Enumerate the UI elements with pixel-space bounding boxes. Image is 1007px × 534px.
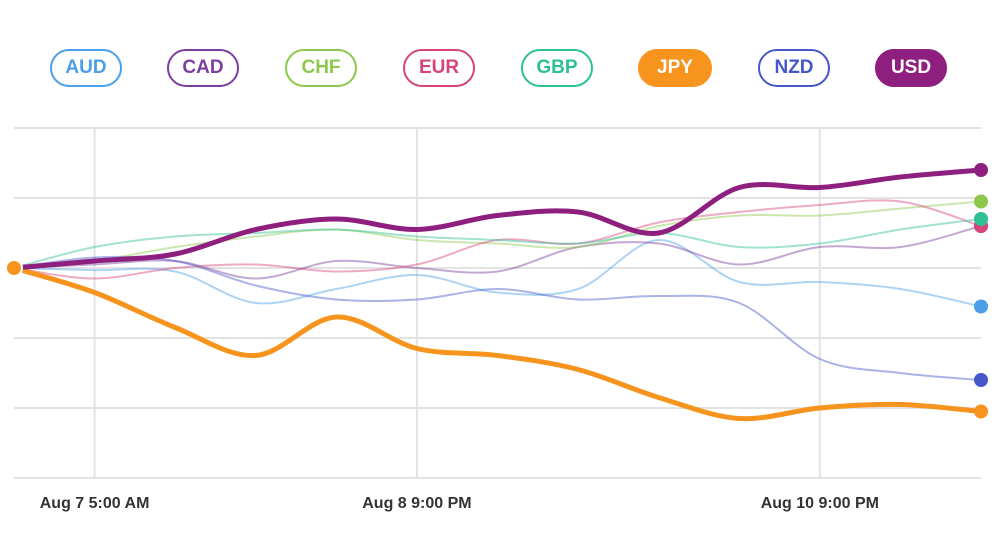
x-tick-label: Aug 8 9:00 PM (362, 495, 471, 512)
legend-jpy-button[interactable]: JPY (638, 49, 712, 87)
series-end-marker-chf (974, 194, 988, 209)
legend: AUD CAD CHF EUR GBP JPY NZD USD (0, 0, 1007, 110)
legend-aud-button[interactable]: AUD (50, 49, 122, 87)
x-tick-label: Aug 7 5:00 AM (40, 495, 150, 512)
series-end-points (5, 163, 988, 419)
series-line-nzd (13, 255, 982, 381)
legend-nzd-button[interactable]: NZD (758, 49, 830, 87)
legend-gbp-button[interactable]: GBP (521, 49, 593, 87)
series-end-marker-aud (974, 299, 988, 314)
x-tick-label: Aug 10 9:00 PM (761, 495, 879, 512)
series-lines (11, 167, 984, 422)
series-end-marker-usd (974, 163, 988, 177)
series-line-usd (11, 167, 984, 271)
series-line-cad (13, 225, 982, 280)
legend-chf-button[interactable]: CHF (285, 49, 357, 87)
series-start-marker (5, 259, 23, 277)
series-line-gbp (13, 218, 982, 269)
legend-usd-button[interactable]: USD (875, 49, 947, 87)
legend-eur-button[interactable]: EUR (403, 49, 475, 87)
series-line-aud (13, 238, 982, 308)
grid (14, 127, 981, 479)
legend-cad-button[interactable]: CAD (167, 49, 239, 87)
series-end-marker-gbp (974, 212, 988, 226)
series-end-marker-jpy (974, 404, 988, 419)
series-line-chf (13, 200, 982, 269)
series-line-jpy (11, 265, 984, 422)
x-axis-ticks: Aug 7 5:00 AM Aug 8 9:00 PM Aug 10 9:00 PM (40, 495, 879, 512)
series-end-marker-nzd (974, 373, 988, 387)
series-line-eur (13, 199, 982, 280)
